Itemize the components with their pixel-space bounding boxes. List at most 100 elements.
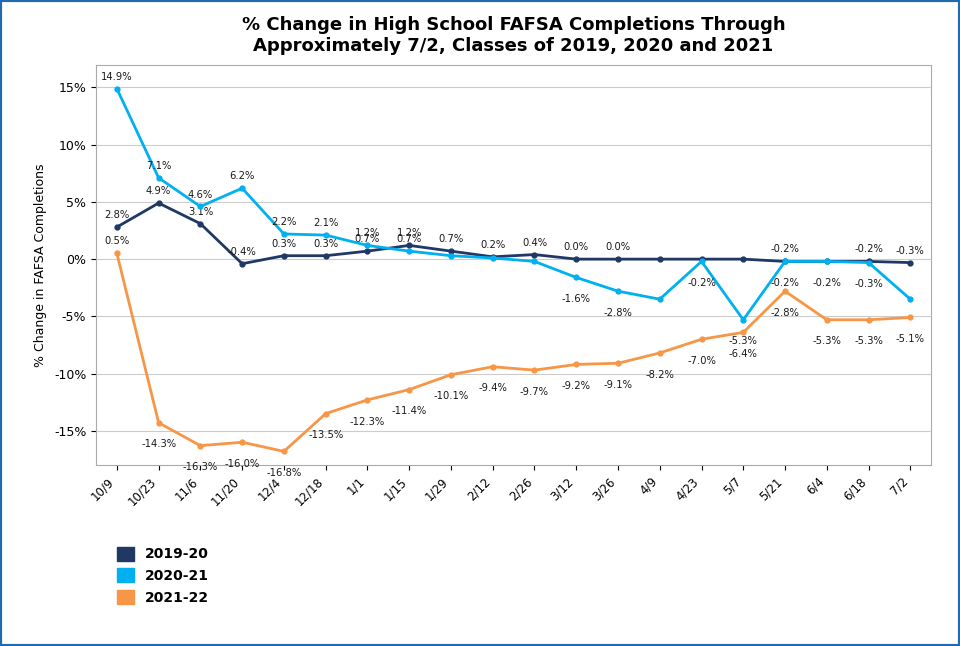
Text: 0.5%: 0.5% [105, 236, 130, 247]
2020-21 [403, 247, 415, 255]
Text: 0.0%: 0.0% [606, 242, 631, 252]
2020-21 [362, 242, 373, 249]
Line: 2021-22: 2021-22 [114, 251, 913, 454]
Text: -5.3%: -5.3% [812, 337, 841, 346]
Text: -16.8%: -16.8% [266, 468, 301, 478]
2020-21 [320, 231, 331, 239]
2021-22 [403, 386, 415, 393]
2020-21 [570, 273, 582, 281]
2019-20 [654, 255, 665, 263]
Text: -5.3%: -5.3% [729, 337, 757, 346]
Text: -0.2%: -0.2% [812, 278, 841, 288]
Text: -0.2%: -0.2% [687, 278, 716, 288]
2021-22 [236, 439, 248, 446]
2019-20 [403, 242, 415, 249]
Text: -10.1%: -10.1% [433, 391, 468, 401]
Text: 2.1%: 2.1% [313, 218, 338, 228]
2019-20 [487, 253, 498, 261]
2021-22 [445, 371, 457, 379]
2021-22 [612, 359, 624, 367]
2020-21 [737, 316, 749, 324]
Text: 3.1%: 3.1% [188, 207, 213, 216]
2019-20 [278, 252, 290, 260]
Text: 0.3%: 0.3% [313, 239, 338, 249]
Text: -0.3%: -0.3% [896, 245, 924, 256]
Text: 0.0%: 0.0% [564, 242, 588, 252]
Text: -9.7%: -9.7% [520, 387, 549, 397]
Text: 0.4%: 0.4% [522, 238, 547, 247]
Text: -7.0%: -7.0% [687, 356, 716, 366]
2021-22 [737, 329, 749, 337]
Text: -14.3%: -14.3% [141, 439, 177, 450]
2019-20 [529, 251, 540, 258]
2019-20 [445, 247, 457, 255]
Legend: 2019-20, 2020-21, 2021-22: 2019-20, 2020-21, 2021-22 [111, 541, 214, 610]
2021-22 [195, 442, 206, 450]
Text: -0.2%: -0.2% [771, 278, 800, 288]
2020-21 [696, 258, 708, 266]
2021-22 [780, 287, 791, 295]
2020-21 [445, 252, 457, 260]
Text: -9.1%: -9.1% [604, 380, 633, 390]
2021-22 [654, 349, 665, 357]
2021-22 [821, 316, 832, 324]
Text: -5.3%: -5.3% [854, 337, 883, 346]
2021-22 [863, 316, 875, 324]
2020-21 [612, 287, 624, 295]
2021-22 [529, 366, 540, 374]
Text: -0.4%: -0.4% [228, 247, 256, 256]
2020-21 [111, 85, 123, 92]
2021-22 [320, 410, 331, 417]
Text: 2.2%: 2.2% [272, 217, 297, 227]
Text: 7.1%: 7.1% [146, 161, 171, 171]
Title: % Change in High School FAFSA Completions Through
Approximately 7/2, Classes of : % Change in High School FAFSA Completion… [242, 16, 785, 55]
Text: 14.9%: 14.9% [101, 72, 132, 81]
2019-20 [570, 255, 582, 263]
Text: -6.4%: -6.4% [729, 349, 757, 359]
Text: -5.1%: -5.1% [896, 334, 924, 344]
Text: 4.6%: 4.6% [188, 189, 213, 200]
Text: -16.3%: -16.3% [182, 463, 218, 472]
Line: 2020-21: 2020-21 [114, 86, 913, 322]
2019-20 [195, 220, 206, 227]
Text: 0.7%: 0.7% [396, 234, 421, 244]
2020-21 [780, 258, 791, 266]
2020-21 [529, 258, 540, 266]
2020-21 [863, 258, 875, 266]
2019-20 [111, 224, 123, 231]
Text: -0.2%: -0.2% [854, 244, 883, 255]
Y-axis label: % Change in FAFSA Completions: % Change in FAFSA Completions [34, 163, 47, 367]
Text: 0.7%: 0.7% [439, 234, 464, 244]
2020-21 [278, 230, 290, 238]
2019-20 [821, 258, 832, 266]
2019-20 [863, 258, 875, 266]
2020-21 [195, 203, 206, 211]
2019-20 [153, 199, 164, 207]
Text: -2.8%: -2.8% [771, 308, 800, 318]
2021-22 [278, 448, 290, 455]
Text: -0.3%: -0.3% [854, 279, 883, 289]
2021-22 [570, 360, 582, 368]
2019-20 [612, 255, 624, 263]
Text: -1.6%: -1.6% [562, 294, 590, 304]
2019-20 [362, 247, 373, 255]
Line: 2019-20: 2019-20 [114, 201, 913, 266]
2019-20 [904, 258, 916, 266]
Text: 2.8%: 2.8% [105, 210, 130, 220]
2021-22 [153, 419, 164, 426]
2019-20 [737, 255, 749, 263]
Text: -9.2%: -9.2% [562, 381, 590, 391]
2021-22 [111, 249, 123, 257]
Text: -8.2%: -8.2% [645, 370, 674, 380]
2021-22 [487, 363, 498, 371]
Text: 0.3%: 0.3% [272, 239, 297, 249]
Text: -13.5%: -13.5% [308, 430, 344, 441]
Text: -2.8%: -2.8% [604, 308, 633, 318]
Text: 0.2%: 0.2% [480, 240, 505, 250]
2019-20 [696, 255, 708, 263]
Text: -12.3%: -12.3% [349, 417, 385, 426]
2019-20 [320, 252, 331, 260]
Text: 4.9%: 4.9% [146, 186, 171, 196]
Text: 6.2%: 6.2% [229, 171, 254, 182]
2021-22 [362, 396, 373, 404]
